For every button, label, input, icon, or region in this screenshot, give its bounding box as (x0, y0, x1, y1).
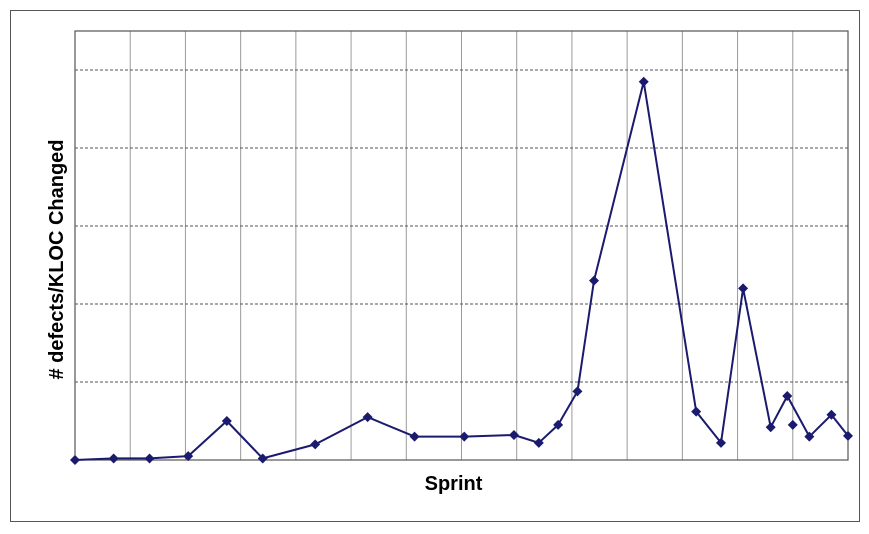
data-point-marker (826, 409, 837, 420)
data-point-marker (362, 412, 373, 423)
data-point-marker (459, 431, 470, 442)
data-point-marker (691, 406, 702, 417)
data-point-marker (70, 455, 80, 465)
series-line (74, 80, 833, 461)
x-axis-title: Sprint (425, 473, 483, 495)
data-point-marker (508, 430, 519, 441)
data-point-marker (782, 391, 793, 402)
data-point-marker (221, 416, 232, 426)
line-chart: Sprint # defects/KLOC Changed (46, 30, 853, 495)
chart-frame: Sprint # defects/KLOC Changed (10, 10, 860, 522)
data-point-marker (572, 386, 583, 397)
data-point-marker (144, 453, 155, 464)
data-point-marker (589, 275, 600, 286)
series-line-tail (830, 414, 849, 437)
y-axis-title: # defects/KLOC Changed (46, 139, 68, 379)
data-point-marker (787, 419, 798, 430)
plot-area-border (74, 30, 849, 461)
data-point-marker (310, 439, 321, 450)
data-point-marker (765, 422, 776, 433)
data-point-marker (716, 437, 727, 448)
series-layer (70, 76, 853, 465)
data-point-marker (553, 419, 564, 430)
data-point-marker (108, 453, 119, 464)
data-point-marker (257, 453, 268, 464)
data-point-marker (409, 431, 420, 442)
data-point-marker (738, 283, 749, 294)
data-point-marker (183, 451, 194, 462)
grid-layer (75, 31, 848, 460)
data-point-marker (804, 431, 815, 442)
data-point-marker (843, 430, 853, 441)
data-point-marker (533, 437, 544, 448)
data-point-marker (638, 76, 649, 87)
